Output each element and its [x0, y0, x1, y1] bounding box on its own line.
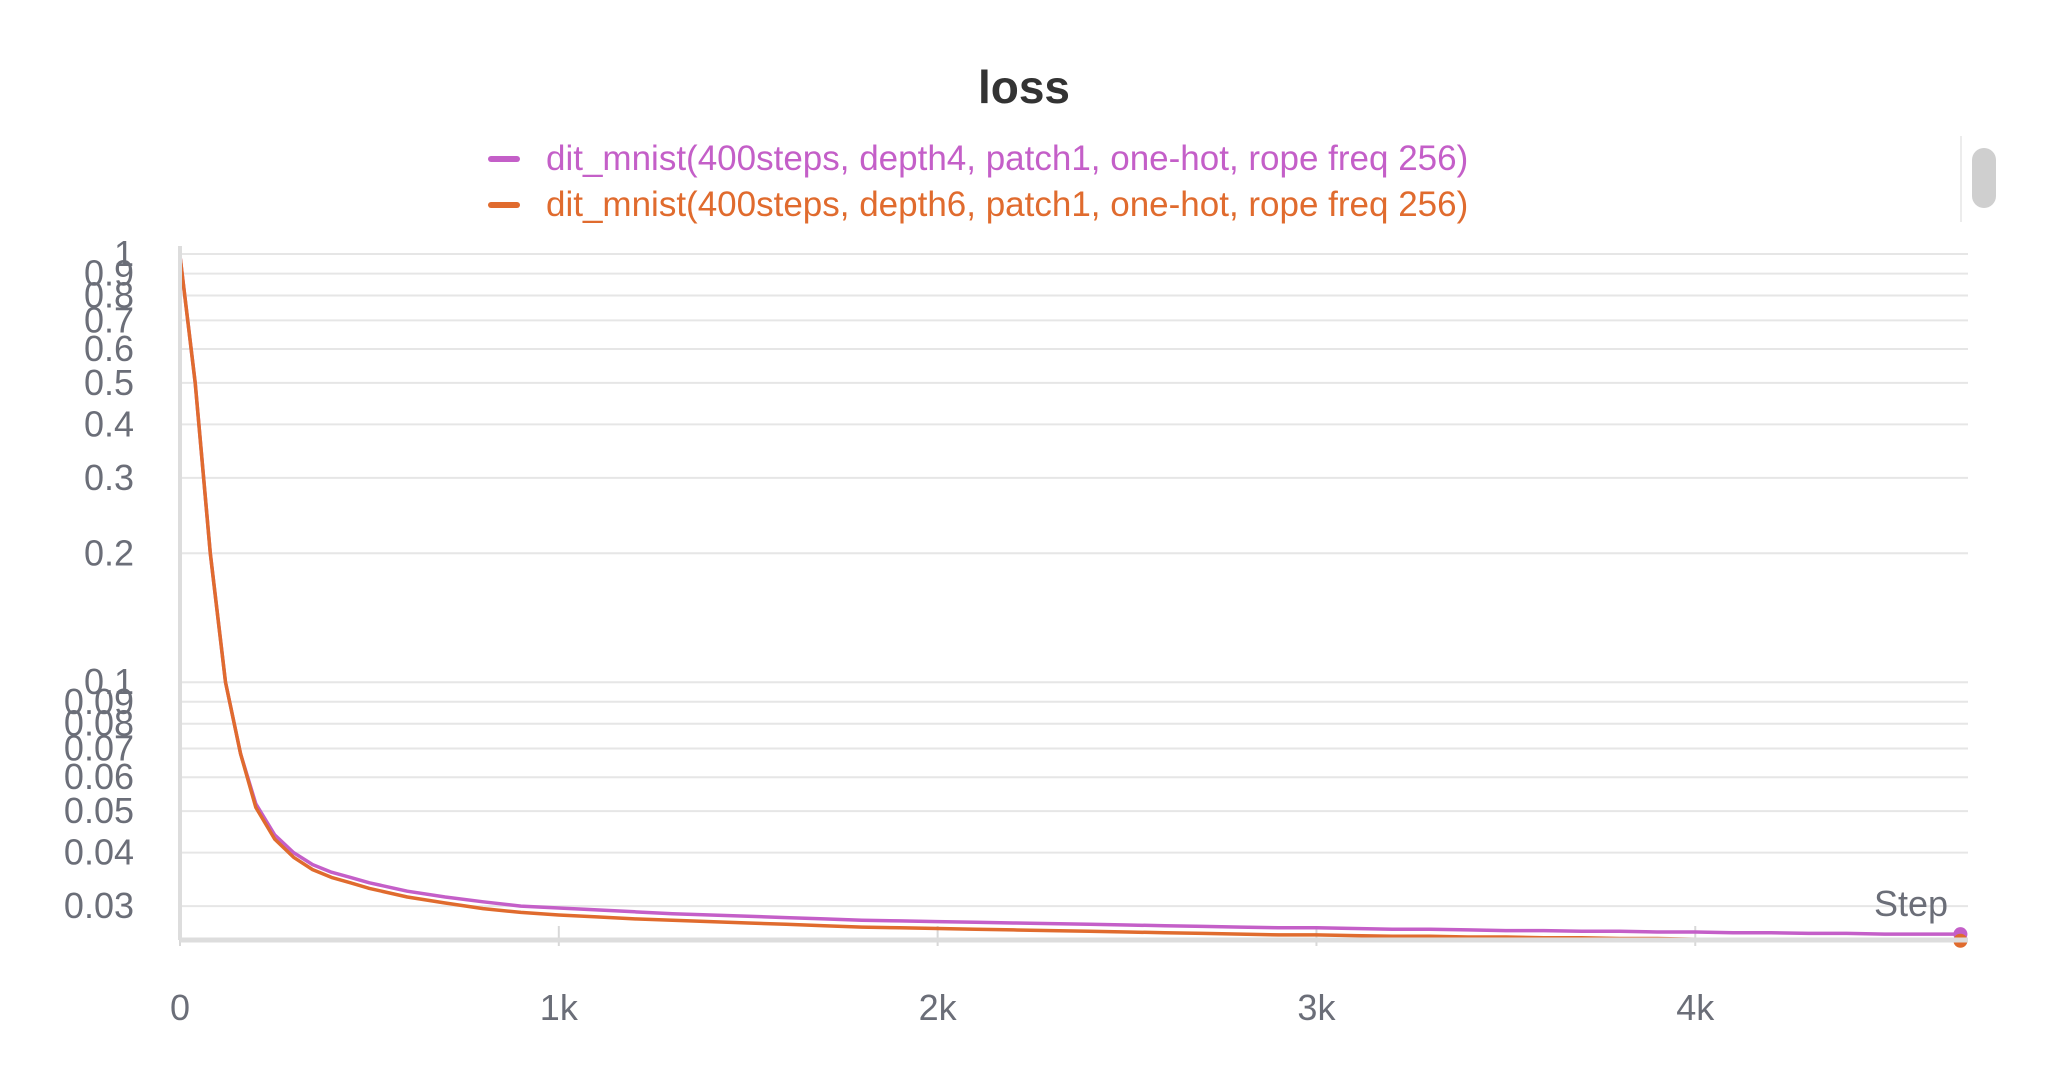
- legend-swatch: [488, 202, 520, 208]
- y-tick-label: 0.6: [84, 328, 134, 369]
- legend-scroll-thumb[interactable]: [1972, 148, 1996, 208]
- y-tick-label: 0.3: [84, 457, 134, 498]
- series-line[interactable]: [178, 255, 1961, 936]
- x-tick-label: 0: [170, 987, 190, 1028]
- y-axis-ticks: 10.90.80.70.60.50.4 0.3 0.2 0.10.090.080.07…: [64, 233, 134, 926]
- y-tick-label: 0.7: [84, 299, 134, 340]
- x-tick-label: 4k: [1676, 987, 1715, 1028]
- y-tick-label: 0.9: [84, 253, 134, 294]
- legend-swatch: [488, 156, 520, 162]
- x-tick-label: 2k: [919, 987, 958, 1028]
- y-tick-label: 0.2: [84, 532, 134, 573]
- legend-label: dit_mnist(400steps, depth6, patch1, one-…: [546, 185, 1469, 224]
- legend-scrollbar[interactable]: [1960, 136, 2010, 222]
- y-tick-label: 0.1: [84, 661, 134, 702]
- y-tick-label: 0.04: [64, 832, 134, 873]
- legend: dit_mnist(400steps, depth4, patch1, one-…: [488, 136, 1468, 228]
- y-tick-label: 0.8: [84, 274, 134, 315]
- x-axis-ticks: 0 1k 2k 3k 4k: [170, 987, 1715, 1028]
- x-tick-label: 3k: [1297, 987, 1336, 1028]
- series-lines: [178, 255, 1968, 948]
- y-tick-label: 0.03: [64, 885, 134, 926]
- legend-item-depth4[interactable]: dit_mnist(400steps, depth4, patch1, one-…: [488, 136, 1468, 182]
- y-tick-label: 0.06: [64, 756, 134, 797]
- y-tick-label: 0.05: [64, 790, 134, 831]
- y-tick-label: 0.09: [64, 681, 134, 722]
- x-tick-label: 1k: [540, 987, 579, 1028]
- y-tick-label: 0.5: [84, 362, 134, 403]
- x-axis-label: Step: [1874, 883, 1948, 924]
- legend-label: dit_mnist(400steps, depth4, patch1, one-…: [546, 139, 1469, 178]
- y-tick-label: 1: [114, 233, 134, 274]
- y-tick-label: 0.08: [64, 703, 134, 744]
- series-line[interactable]: [178, 255, 1961, 943]
- chart-title: loss: [977, 61, 1071, 113]
- y-tick-label: 0.4: [84, 403, 134, 444]
- grid: [179, 253, 1968, 946]
- y-tick-label: 0.07: [64, 728, 134, 769]
- legend-item-depth6[interactable]: dit_mnist(400steps, depth6, patch1, one-…: [488, 182, 1468, 228]
